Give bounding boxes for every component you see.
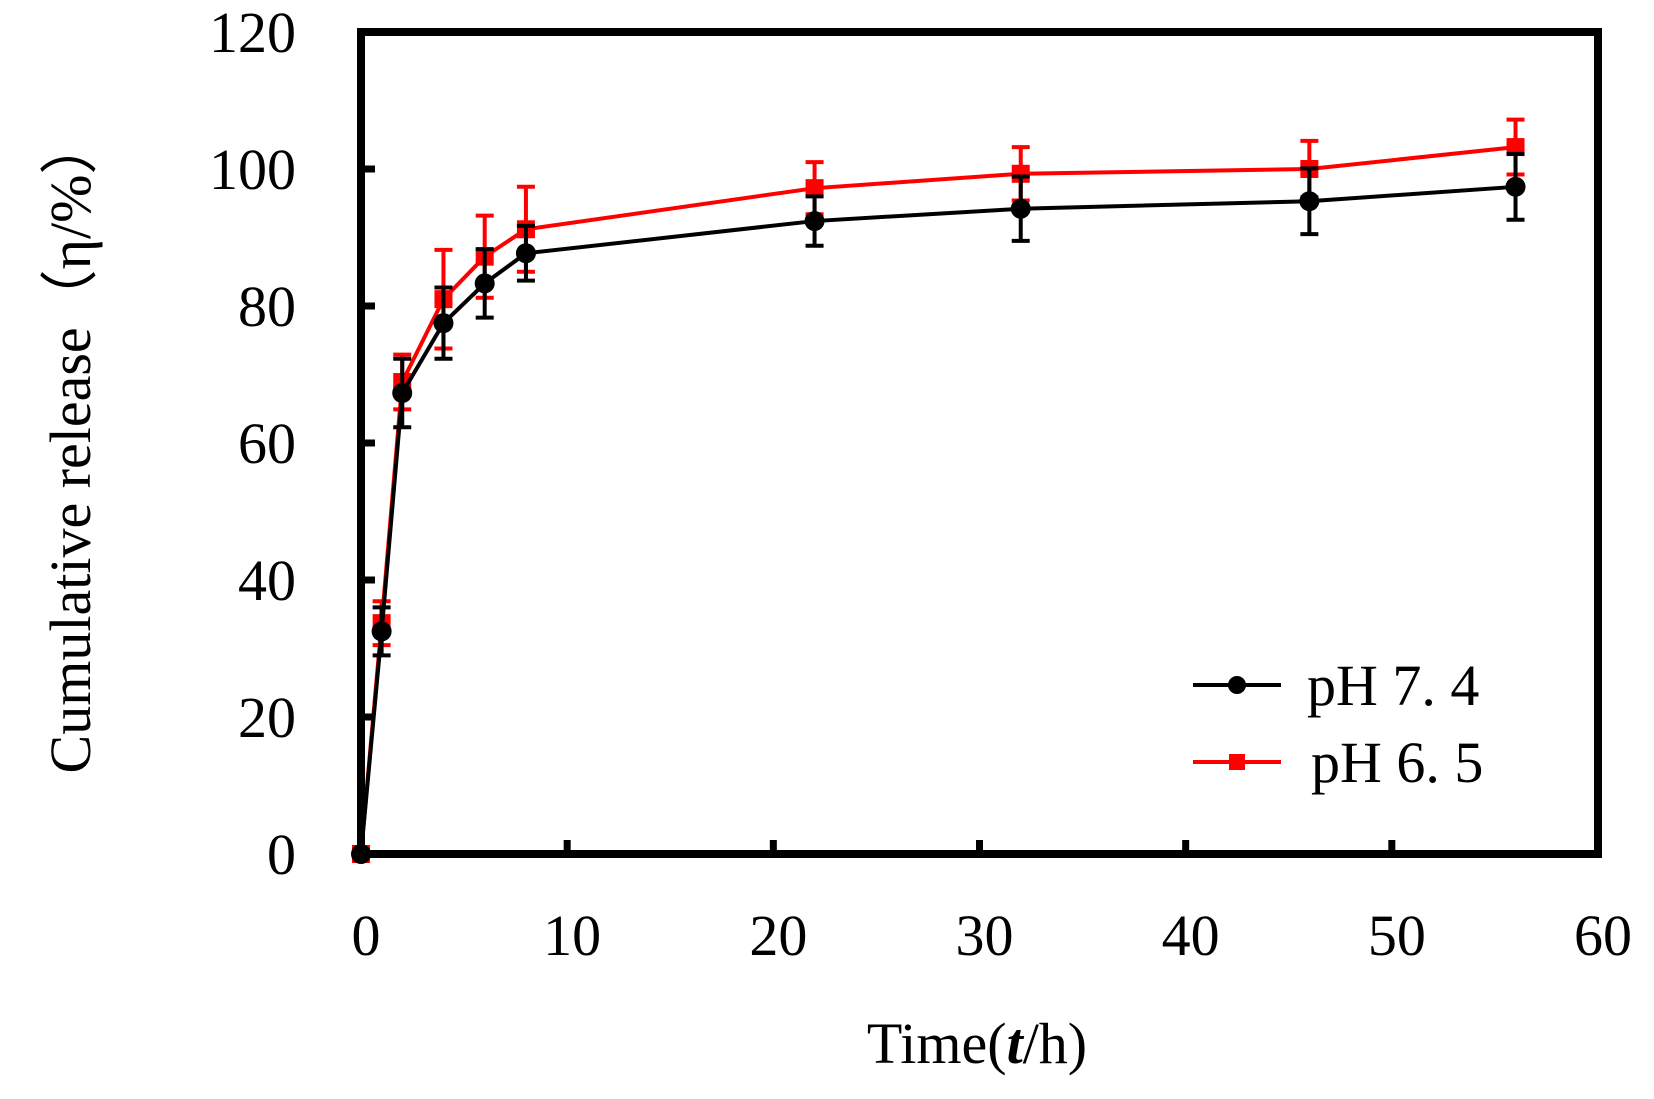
data-point-circle[interactable]	[1010, 198, 1031, 219]
x-axis-title: Time(t/h)	[867, 1011, 1087, 1076]
series-ph74	[351, 151, 1526, 864]
legend-label-ph65: pH 6. 5	[1311, 730, 1483, 795]
x-tick-label: 20	[749, 903, 807, 968]
x-tick-label: 60	[1574, 903, 1632, 968]
y-tick-label: 100	[209, 137, 296, 202]
data-point-circle[interactable]	[474, 273, 495, 294]
x-tick-label: 10	[543, 903, 601, 968]
y-tick-label: 120	[209, 0, 296, 65]
x-axis-title-prefix: Time(	[867, 1011, 1007, 1076]
legend-item-ph74[interactable]: pH 7. 4	[1193, 653, 1479, 718]
legend-label-ph74: pH 7. 4	[1307, 653, 1479, 718]
axes	[357, 28, 1602, 858]
y-tick-label: 80	[238, 274, 296, 339]
x-tick-label: 30	[956, 903, 1014, 968]
series-line	[359, 184, 1516, 855]
data-point-circle[interactable]	[392, 382, 413, 403]
legend-marker-circle-icon	[1228, 676, 1246, 694]
legend: pH 7. 4 pH 6. 5	[1193, 653, 1483, 795]
data-point-circle[interactable]	[433, 313, 454, 334]
y-axis-title: Cumulative release（η/%）	[38, 117, 103, 774]
data-point-square[interactable]	[805, 179, 824, 198]
plot-area	[351, 117, 1526, 864]
x-tick-label: 50	[1368, 903, 1426, 968]
data-point-square[interactable]	[1506, 138, 1525, 157]
y-tick-label: 40	[238, 548, 296, 613]
data-point-circle[interactable]	[804, 211, 825, 232]
data-point-circle[interactable]	[371, 621, 392, 642]
legend-marker-square-icon	[1229, 754, 1245, 770]
data-point-circle[interactable]	[1299, 191, 1320, 212]
legend-item-ph65[interactable]: pH 6. 5	[1193, 730, 1483, 795]
y-tick-label: 20	[238, 685, 296, 750]
tick-labels: 0 20 40 60 80 100 120 0 10 20 30 40 50 60	[209, 0, 1632, 968]
data-point-circle[interactable]	[515, 243, 536, 264]
x-tick-label: 40	[1162, 903, 1220, 968]
x-axis-title-variable: t	[1007, 1011, 1025, 1076]
data-point-circle[interactable]	[1505, 176, 1526, 197]
x-axis-title-suffix: /h)	[1023, 1011, 1087, 1076]
x-tick-label: 0	[352, 903, 381, 968]
y-tick-label: 0	[267, 822, 296, 887]
y-tick-label: 60	[238, 411, 296, 476]
